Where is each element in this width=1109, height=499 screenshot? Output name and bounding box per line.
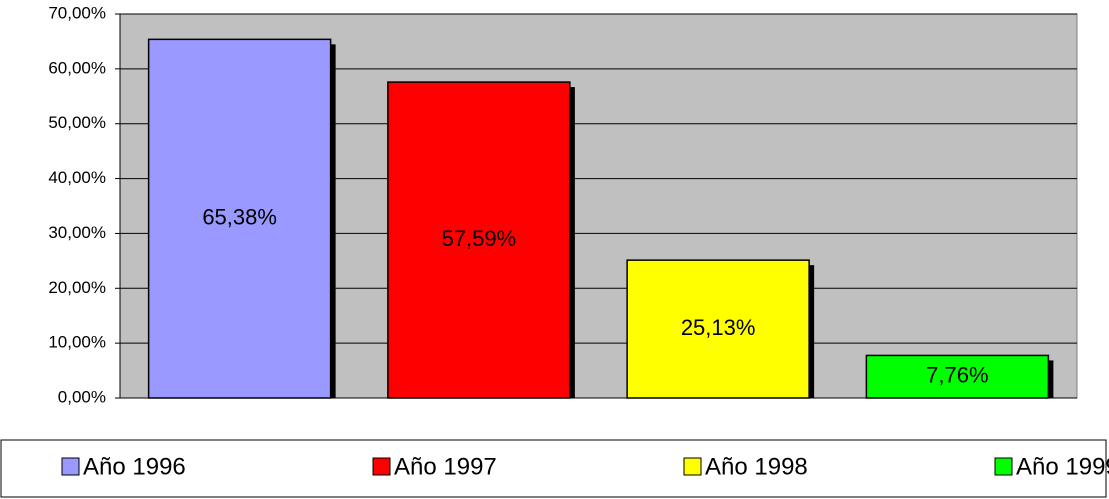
bar (865, 354, 1050, 399)
value-label: 25,13% (681, 315, 756, 340)
legend-box (0, 439, 1107, 498)
legend-label: Año 1997 (394, 453, 497, 480)
bar (387, 81, 571, 399)
value-label: 57,59% (442, 226, 517, 251)
legend-swatch (61, 457, 80, 476)
bar (626, 259, 810, 399)
bar (147, 38, 332, 399)
value-label: 7,76% (926, 363, 988, 388)
legend-swatch (683, 457, 702, 476)
legend-label: Año 1996 (83, 453, 186, 480)
legend-swatch (994, 457, 1013, 476)
y-tick-label: 20,00% (48, 278, 106, 297)
legend-label: Año 1999 (1016, 453, 1109, 480)
legend-label: Año 1998 (705, 453, 808, 480)
y-tick-label: 30,00% (48, 223, 106, 242)
y-tick-label: 0,00% (58, 387, 106, 406)
y-tick-label: 50,00% (48, 113, 106, 132)
value-label: 65,38% (202, 204, 277, 229)
y-tick-label: 60,00% (48, 58, 106, 77)
legend-swatch (372, 457, 391, 476)
y-tick-label: 40,00% (48, 168, 106, 187)
y-tick-label: 70,00% (48, 3, 106, 22)
y-tick-label: 10,00% (48, 333, 106, 352)
